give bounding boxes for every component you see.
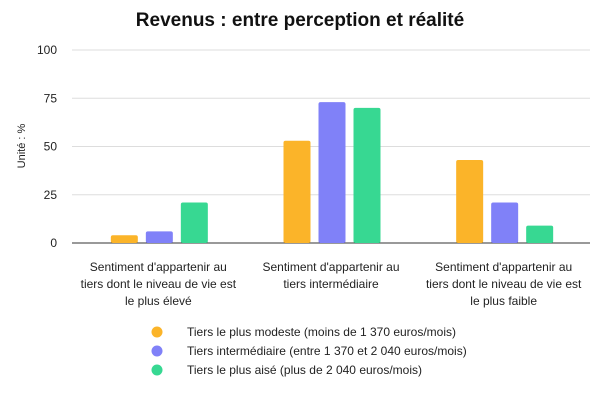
bar (180, 202, 208, 243)
bar (110, 235, 138, 243)
category-label: tiers dont le niveau de vie est (426, 277, 582, 291)
category-label: tiers intermédiaire (283, 277, 379, 291)
bar (145, 231, 173, 243)
category-label: le plus élevé (125, 294, 192, 308)
bar (491, 202, 519, 243)
category-label: Sentiment d'appartenir au (262, 260, 399, 274)
y-tick-label: 75 (44, 91, 58, 105)
legend-label: Tiers le plus aisé (plus de 2 040 euros/… (187, 363, 422, 377)
legend-swatch (151, 345, 163, 357)
bars (110, 102, 554, 244)
y-tick-label: 0 (50, 236, 57, 250)
category-label: Sentiment d'appartenir au (90, 260, 227, 274)
category-label: tiers dont le niveau de vie est (81, 277, 237, 291)
bar (283, 140, 311, 243)
category-label: le plus faible (470, 294, 537, 308)
y-tick-label: 25 (44, 188, 58, 202)
bar (456, 160, 484, 243)
legend-swatch (151, 364, 163, 376)
y-tick-label: 50 (44, 140, 58, 154)
legend-label: Tiers intermédiaire (entre 1 370 et 2 04… (187, 344, 467, 358)
bar (318, 102, 346, 243)
y-tick-label: 100 (37, 43, 57, 57)
y-axis-label: Unité : % (16, 123, 28, 168)
legend-swatch (151, 326, 163, 338)
legend-label: Tiers le plus modeste (moins de 1 370 eu… (187, 325, 456, 339)
category-labels: Sentiment d'appartenir au tiers dont le n… (81, 260, 582, 308)
y-tick-labels: 0 25 50 75 100 (37, 43, 57, 250)
bar (526, 225, 554, 243)
legend: Tiers le plus modeste (moins de 1 370 eu… (151, 325, 467, 377)
chart-title: Revenus : entre perception et réalité (136, 10, 464, 31)
bar (353, 107, 381, 244)
category-label: Sentiment d'appartenir au (435, 260, 572, 274)
